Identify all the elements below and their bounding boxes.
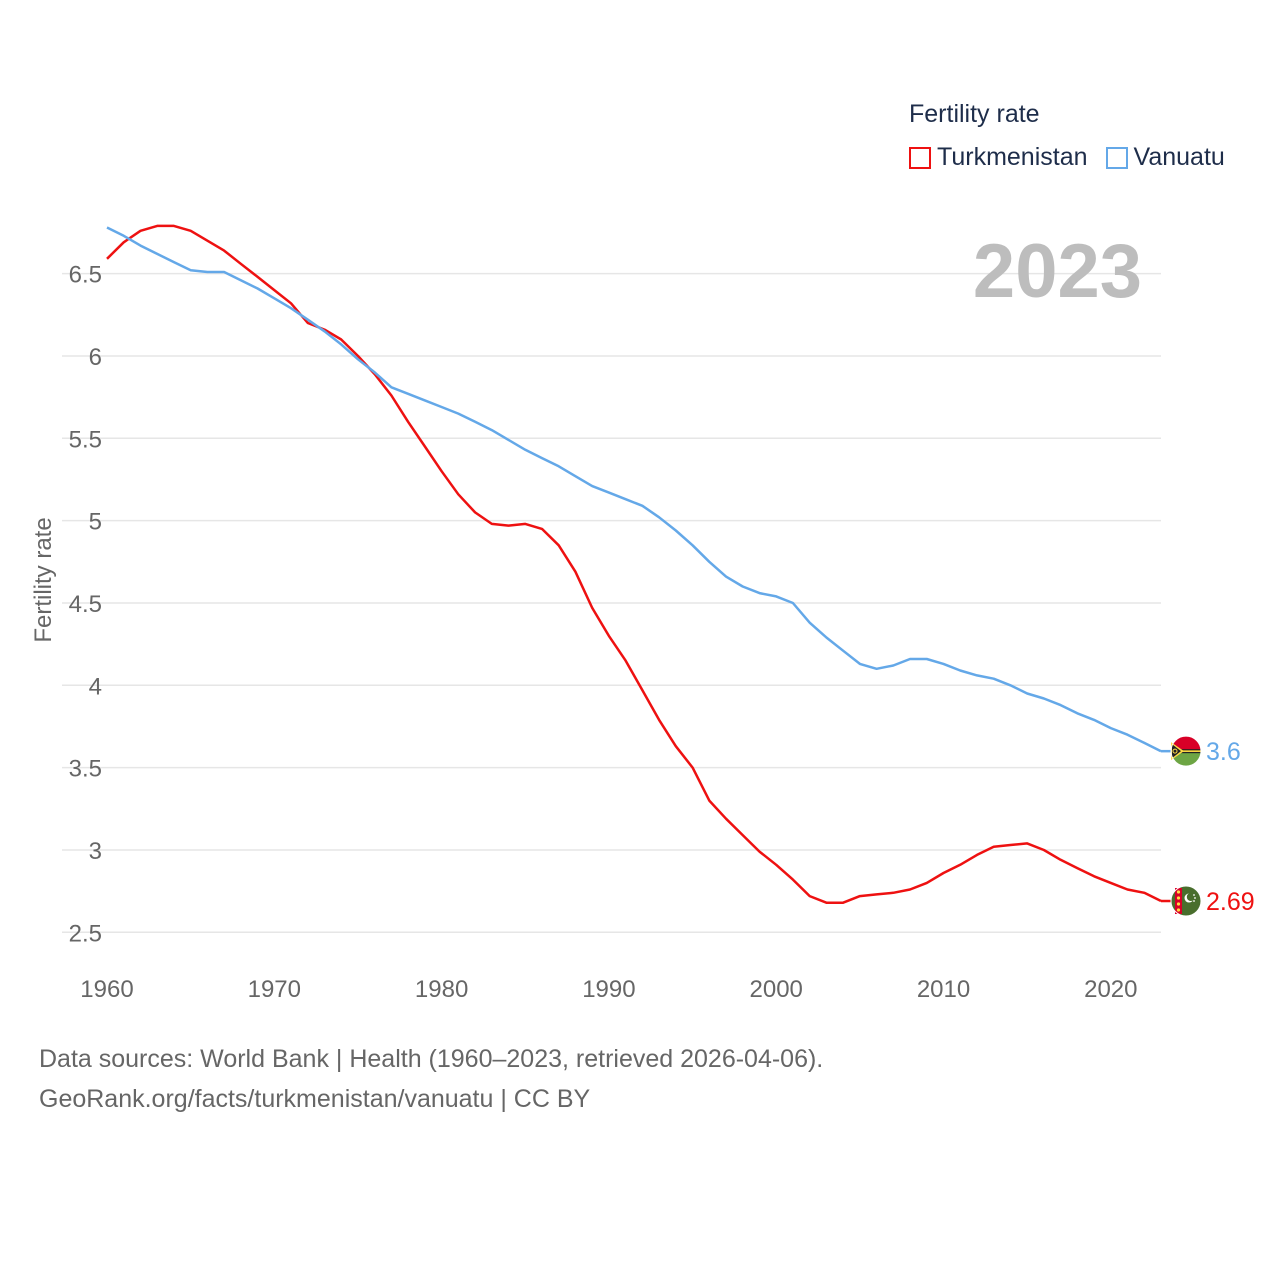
y-tick-label: 4.5 [69,591,102,618]
source-note: Data sources: World Bank | Health (1960–… [39,1045,824,1073]
legend-label-vanuatu: Vanuatu [1133,143,1225,171]
end-value-label-turkmenistan: 2.69 [1206,888,1255,916]
legend-label-turkmenistan: Turkmenistan [937,143,1088,171]
y-axis-ticks: 2.5 3 3.5 4 4.5 5 5.5 6 6.5 [69,262,102,948]
y-tick-label: 3 [89,838,102,865]
y-tick-label: 5 [89,509,102,536]
x-tick-label: 1980 [415,976,468,1003]
y-tick-label: 4 [89,673,102,700]
end-value-label-vanuatu: 3.6 [1206,738,1241,766]
series-line-vanuatu[interactable] [106,226,1162,753]
series-lines [106,224,1162,904]
y-tick-label: 2.5 [69,920,102,947]
x-tick-label: 2000 [750,976,803,1003]
gridlines [62,272,1161,934]
legend: Turkmenistan Vanuatu [909,143,1243,172]
legend-item-turkmenistan[interactable]: Turkmenistan [909,143,1088,172]
legend-swatch-turkmenistan [909,146,931,169]
source-link[interactable]: GeoRank.org/facts/turkmenistan/vanuatu |… [39,1085,591,1113]
y-tick-label: 3.5 [69,756,102,783]
x-tick-label: 2020 [1084,976,1137,1003]
x-tick-label: 1990 [582,976,635,1003]
x-tick-label: 2010 [917,976,970,1003]
y-axis-label: Fertility rate [30,517,57,642]
series-endpoints: 2.69 3.6 [1161,735,1255,917]
legend-item-vanuatu[interactable]: Vanuatu [1105,143,1225,172]
legend-title: Fertility rate [909,100,1040,128]
legend-swatch-vanuatu [1105,146,1128,169]
flag-icon-turkmenistan [1170,885,1202,917]
y-tick-label: 6 [89,344,102,371]
series-line-turkmenistan[interactable] [106,224,1162,904]
x-tick-label: 1970 [248,976,301,1003]
flag-icon-vanuatu [1170,735,1202,767]
x-axis-ticks: 1960 1970 1980 1990 2000 2010 2020 [80,976,1137,1003]
x-tick-label: 1960 [80,976,133,1003]
current-year-label: 2023 [972,229,1142,314]
y-tick-label: 5.5 [69,426,102,453]
y-tick-label: 6.5 [69,262,102,289]
